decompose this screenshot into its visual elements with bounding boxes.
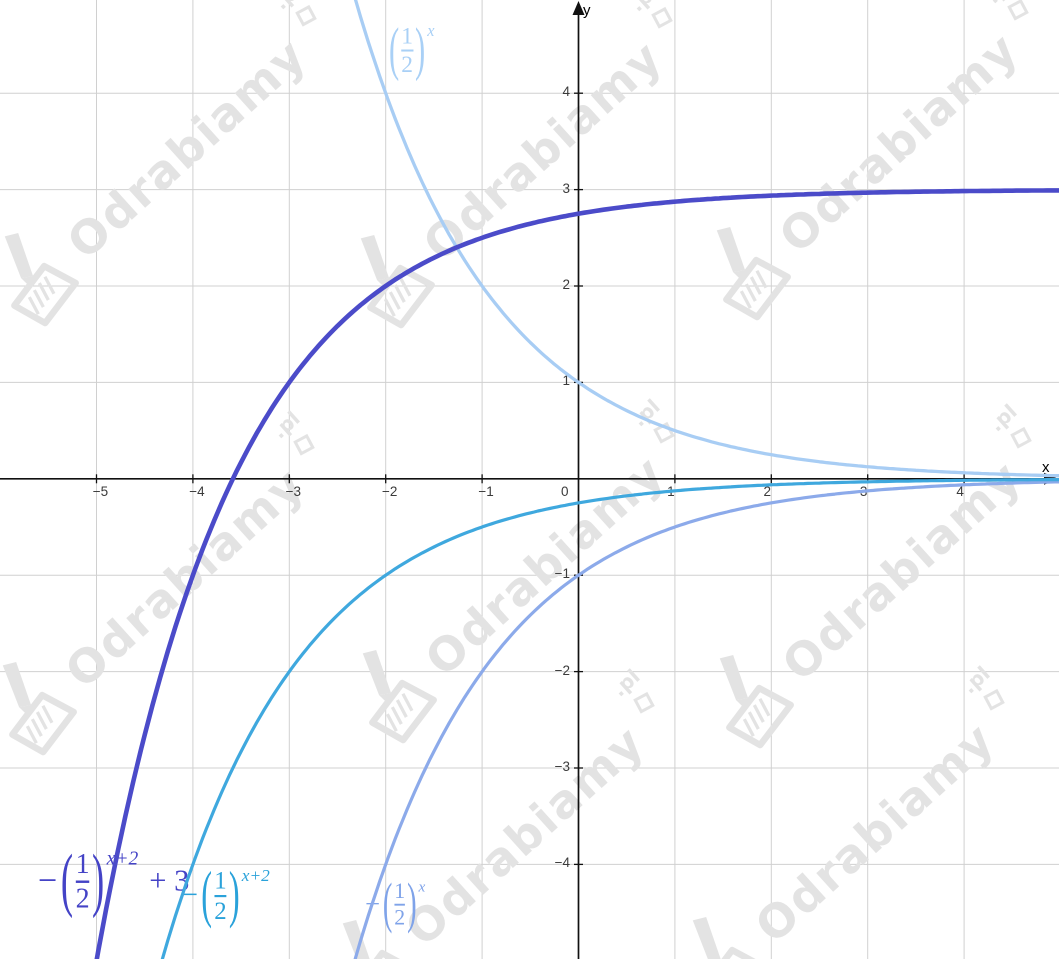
label-fbar <box>394 903 406 906</box>
label-exp: x <box>427 22 435 41</box>
y-tick-−2: −2 <box>554 662 570 678</box>
y-tick-1: 1 <box>562 373 570 389</box>
y-tick-−1: −1 <box>554 566 570 582</box>
function-label-l3: −(1 2) x+2 <box>181 863 270 926</box>
curve-s1 <box>353 0 1059 478</box>
label-den: 2 <box>401 51 413 77</box>
label-exp: x+2 <box>241 866 270 886</box>
x-tick-2: 2 <box>763 484 772 499</box>
curve-s4 <box>94 188 1059 959</box>
label-exp: x <box>418 879 426 896</box>
label-rp: ) <box>228 860 240 930</box>
x-tick-−2: −2 <box>381 484 398 499</box>
label-den: 2 <box>394 905 406 930</box>
label-fbar <box>75 880 90 883</box>
curve-s3 <box>160 477 1059 959</box>
label-lp: ( <box>389 16 400 83</box>
x-axis-label: x <box>1042 459 1050 476</box>
label-fbar <box>214 895 227 897</box>
label-minus: − <box>38 862 58 900</box>
label-rp: ) <box>92 841 105 920</box>
x-tick-−1: −1 <box>478 484 494 499</box>
label-num: 1 <box>214 866 227 894</box>
label-num: 1 <box>75 848 90 880</box>
x-tick-−4: −4 <box>189 484 205 499</box>
function-label-l1: (1 2) x <box>389 20 435 80</box>
label-rp: ) <box>415 16 426 83</box>
x-tick-−3: −3 <box>285 484 301 499</box>
label-lp: ( <box>60 841 74 920</box>
x-tick-0: 0 <box>560 484 569 499</box>
x-tick-4: 4 <box>956 484 964 499</box>
label-den: 2 <box>214 896 227 924</box>
label-lp: ( <box>382 873 393 935</box>
y-tick-−3: −3 <box>554 759 570 774</box>
label-num: 1 <box>401 22 413 49</box>
label-den: 2 <box>75 882 90 914</box>
label-lp: ( <box>201 860 213 930</box>
label-fbar <box>401 49 413 52</box>
y-axis-arrow-icon <box>572 1 585 15</box>
y-tick-3: 3 <box>562 180 570 196</box>
label-num: 1 <box>394 879 406 903</box>
y-tick-4: 4 <box>562 84 570 100</box>
curve-s2 <box>353 480 1059 959</box>
y-tick-2: 2 <box>562 277 570 292</box>
y-tick-−4: −4 <box>554 855 570 871</box>
function-label-l2: −(1 2) x+2 + 3 <box>38 845 189 916</box>
x-tick-−5: −5 <box>92 484 109 499</box>
label-rp: ) <box>407 873 417 935</box>
y-axis-label: y <box>583 2 591 19</box>
